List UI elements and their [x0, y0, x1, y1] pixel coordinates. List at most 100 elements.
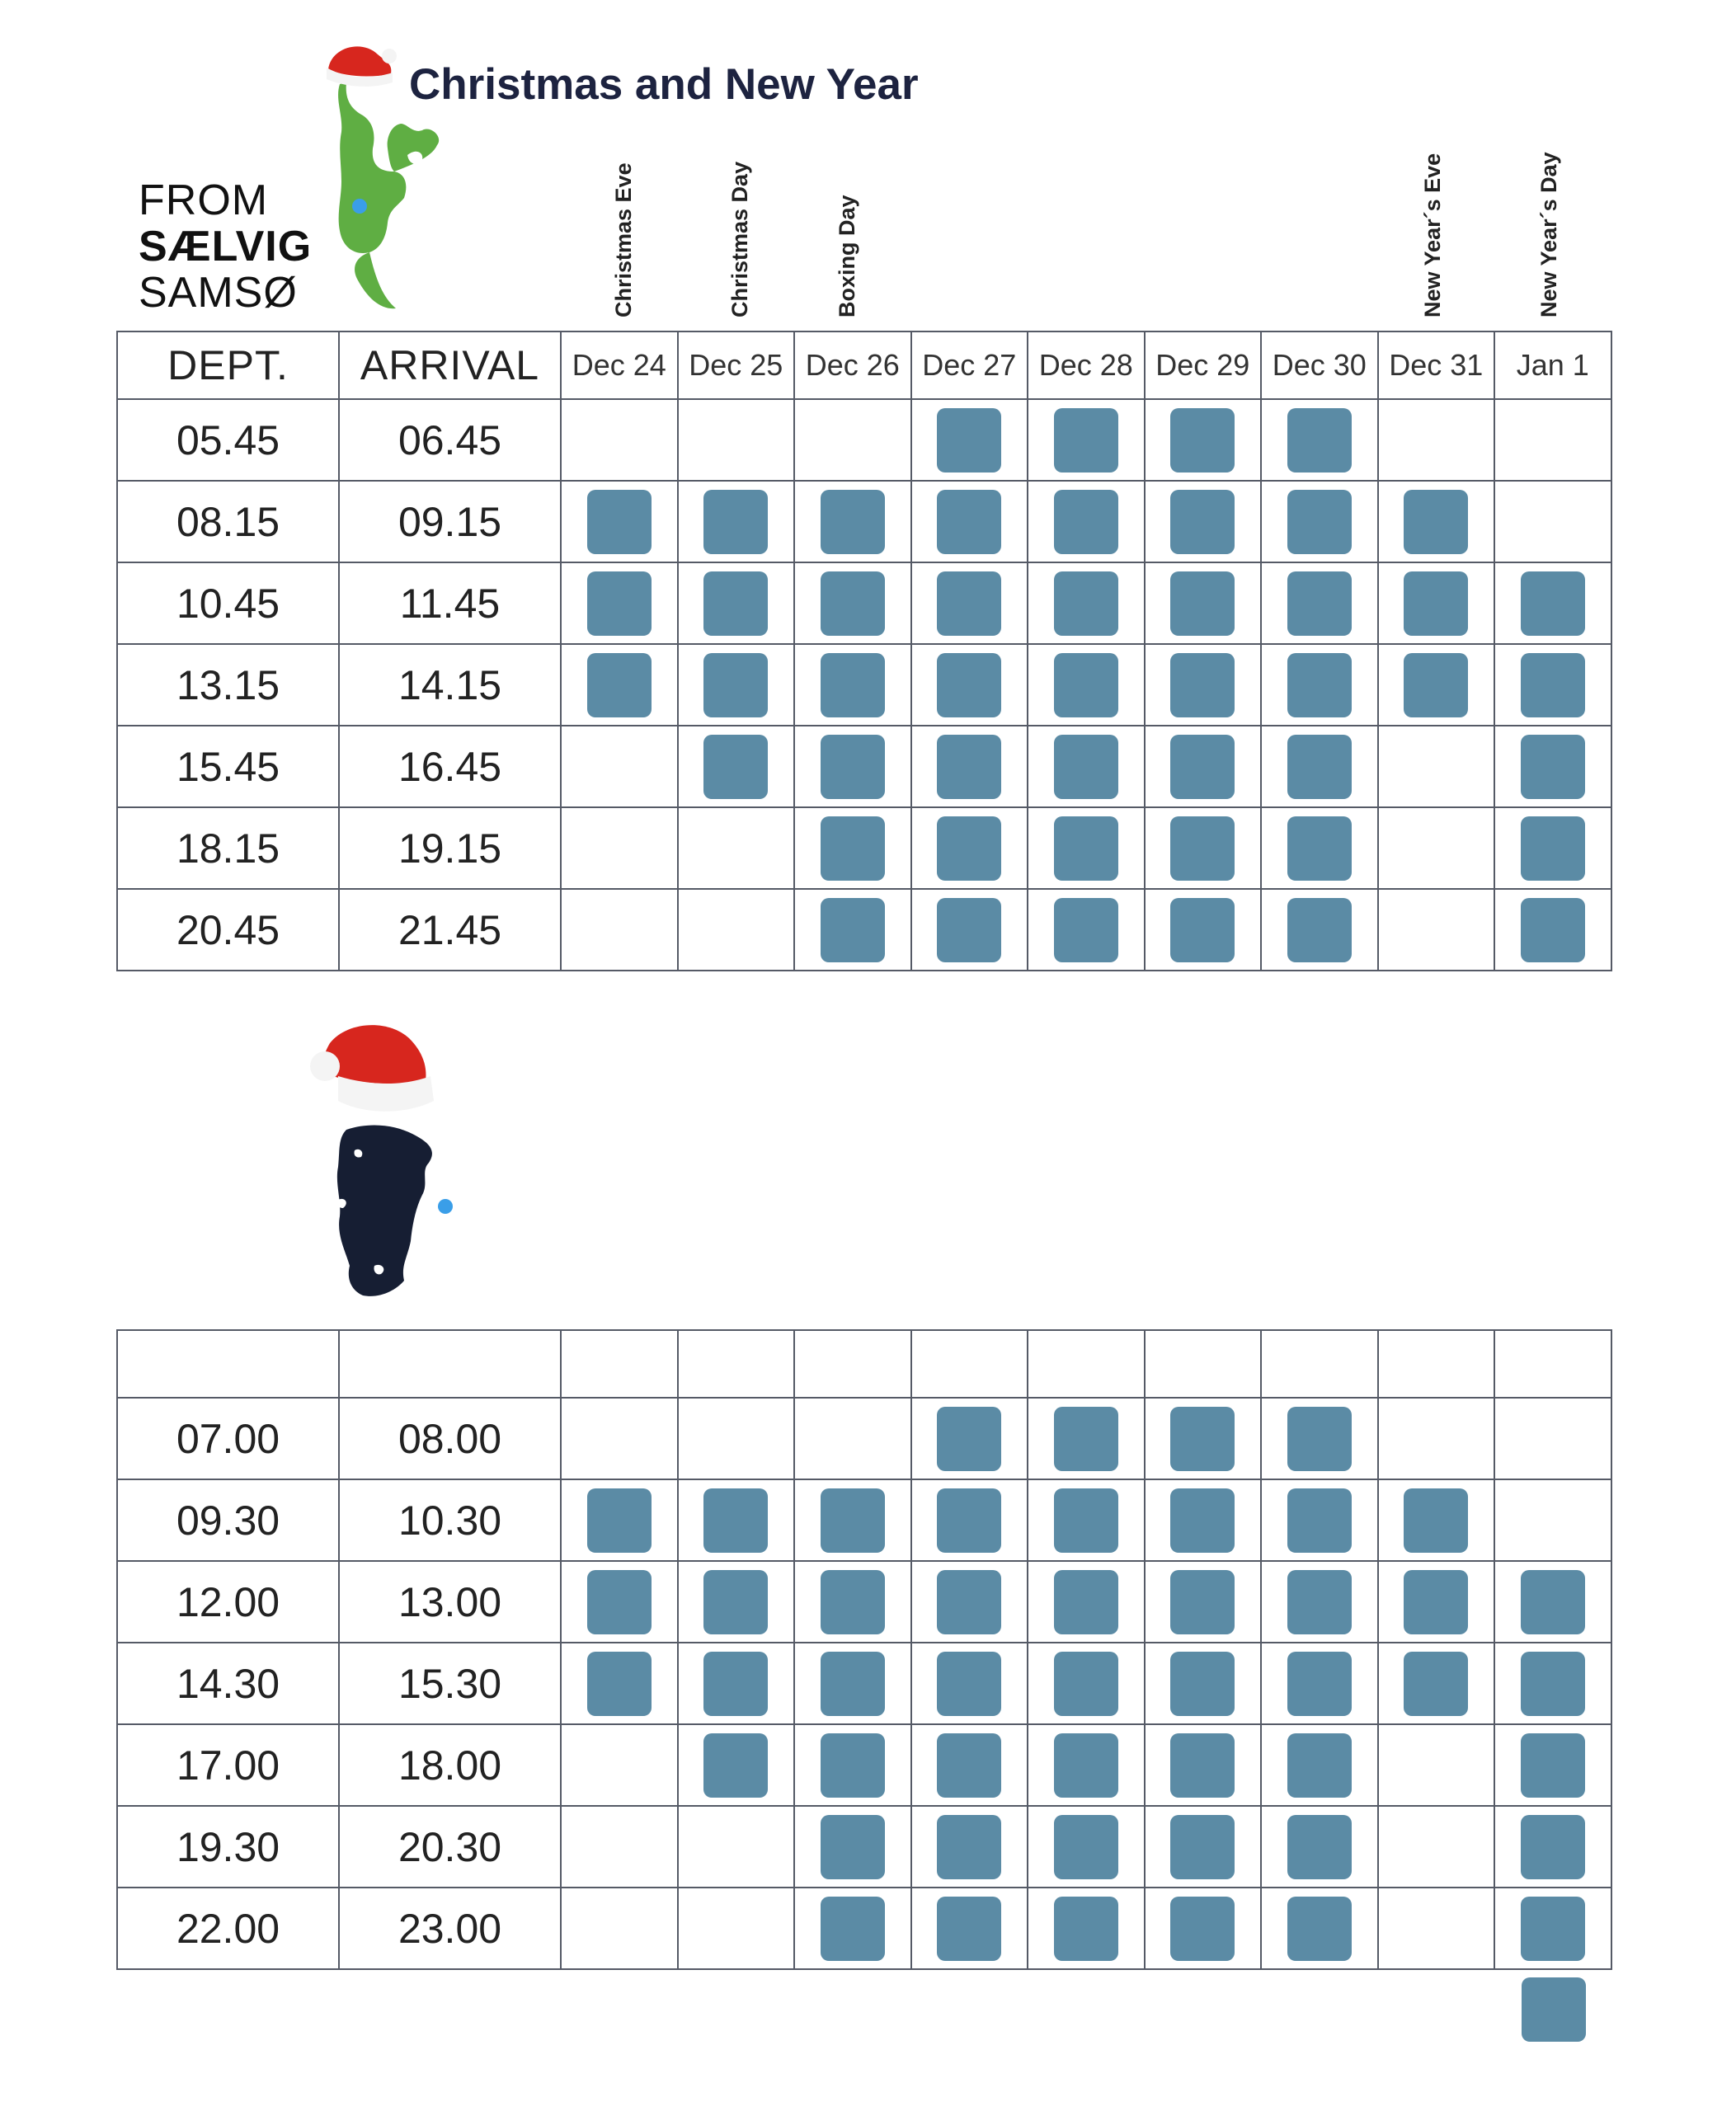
day-header: Dec 30: [1260, 331, 1379, 400]
samso-map-icon: [327, 46, 440, 309]
sailing-mark: [1170, 1814, 1235, 1879]
day-cell: [793, 480, 912, 563]
arrival-time: 20.30: [338, 1805, 562, 1888]
day-cell: [1494, 1887, 1612, 1970]
sailing-mark: [1170, 489, 1235, 554]
sailing-mark: [1404, 1651, 1469, 1716]
sailing-mark: [820, 897, 885, 962]
day-cell: [1260, 1723, 1379, 1807]
day-cell: [1376, 1805, 1495, 1888]
arrival-time: 08.00: [338, 1397, 562, 1480]
departure-time: 18.15: [116, 806, 340, 890]
timetable-return: 07.00 08.00 09.30 10.30 12.00 13.00 14.30 15.30…: [116, 1329, 1612, 1970]
day-cell: [1143, 1479, 1262, 1562]
sailing-mark: [703, 1733, 769, 1798]
day-cell: [1376, 562, 1495, 645]
day-cell: [1376, 1397, 1495, 1480]
sailing-mark: [1053, 734, 1118, 799]
sailing-mark: [1287, 897, 1352, 962]
day-cell: [793, 1479, 912, 1562]
sailing-mark: [703, 489, 769, 554]
day-cell: [560, 1887, 679, 1970]
day-cell: [1260, 562, 1379, 645]
arrival-time: 15.30: [338, 1642, 562, 1725]
departure-time: 20.45: [116, 888, 340, 971]
sailing-mark: [1053, 1488, 1118, 1553]
sailing-mark: [1287, 816, 1352, 881]
day-cell: [1027, 1479, 1146, 1562]
day-cell: [1027, 1642, 1146, 1725]
table-row: 13.15 14.15: [116, 643, 1612, 726]
sailing-mark: [820, 816, 885, 881]
day-cell: [793, 888, 912, 971]
day-cell: [1260, 1479, 1379, 1562]
timetable-from-saelvig: DEPT. ARRIVAL Dec 24 Dec 25 Dec 26 Dec 2…: [116, 331, 1612, 971]
day-cell: [676, 398, 795, 482]
departure-time: 22.00: [116, 1887, 340, 1970]
day-header: Dec 28: [1027, 331, 1146, 400]
sailing-mark: [937, 897, 1002, 962]
day-cell: [1494, 1642, 1612, 1725]
sailing-mark: [586, 1488, 652, 1553]
day-cell: [560, 888, 679, 971]
sailing-mark: [1287, 1651, 1352, 1716]
day-cell: [793, 1887, 912, 1970]
sailing-mark: [1170, 816, 1235, 881]
sailing-mark: [937, 1733, 1002, 1798]
day-cell: [1260, 1642, 1379, 1725]
lower-map-icon: [310, 1025, 453, 1296]
departure-time: 07.00: [116, 1397, 340, 1480]
day-cell: [1260, 1560, 1379, 1643]
day-cell: [910, 1479, 1028, 1562]
day-cell: [1143, 1560, 1262, 1643]
day-cell: [1260, 725, 1379, 808]
departure-time: 12.00: [116, 1560, 340, 1643]
sailing-mark: [1053, 571, 1118, 636]
sailing-mark: [1053, 489, 1118, 554]
day-cell: [910, 1887, 1028, 1970]
origin-line-from: FROM: [139, 176, 269, 224]
day-cell: [1143, 480, 1262, 563]
arrival-time: 16.45: [338, 725, 562, 808]
day-cell: [1260, 888, 1379, 971]
sailing-mark: [937, 489, 1002, 554]
sailing-mark: [1520, 816, 1585, 881]
table-row: 08.15 09.15: [116, 480, 1612, 563]
day-cell: [560, 725, 679, 808]
arrival-time: 21.45: [338, 888, 562, 971]
day-cell: [1260, 806, 1379, 890]
day-cell: [793, 725, 912, 808]
day-cell: [676, 643, 795, 726]
table-row: 20.45 21.45: [116, 888, 1612, 971]
sailing-mark: [586, 571, 652, 636]
origin-line-port: SÆLVIG: [139, 223, 313, 270]
day-cell: [910, 562, 1028, 645]
sailing-mark: [1287, 489, 1352, 554]
day-cell: [793, 1642, 912, 1725]
empty-header-cell: [1027, 1329, 1146, 1399]
sailing-mark: [1520, 1814, 1585, 1879]
day-cell: [1494, 1560, 1612, 1643]
day-cell: [1260, 643, 1379, 726]
day-header: Jan 1: [1494, 331, 1612, 400]
departure-time: 19.30: [116, 1805, 340, 1888]
day-cell: [1494, 1723, 1612, 1807]
day-cell: [1027, 1887, 1146, 1970]
day-cell: [1260, 1397, 1379, 1480]
day-cell: [1260, 480, 1379, 563]
day-cell: [1376, 1479, 1495, 1562]
sailing-mark: [1287, 1733, 1352, 1798]
dept-header: DEPT.: [116, 331, 340, 400]
sailing-mark: [1053, 1733, 1118, 1798]
day-cell: [910, 480, 1028, 563]
empty-header-cell: [1260, 1329, 1379, 1399]
sailing-mark: [1053, 1406, 1118, 1471]
sailing-mark: [820, 652, 885, 717]
day-cell: [793, 643, 912, 726]
arrival-time: 10.30: [338, 1479, 562, 1562]
empty-header-cell: [676, 1329, 795, 1399]
day-cell: [676, 562, 795, 645]
sailing-mark: [1053, 1569, 1118, 1634]
sailing-mark: [703, 652, 769, 717]
day-cell: [1027, 1805, 1146, 1888]
